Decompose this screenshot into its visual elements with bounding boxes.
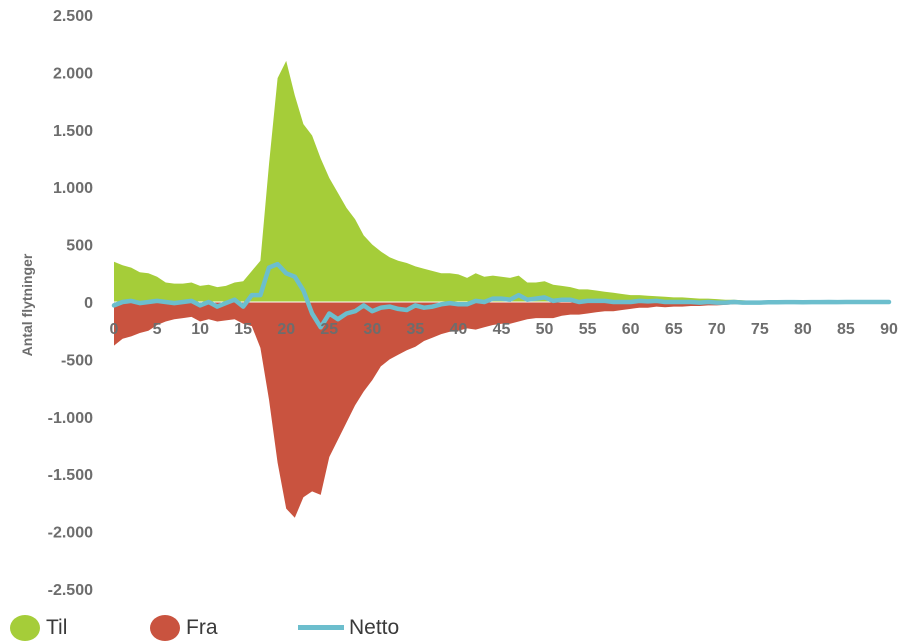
x-tick-label: 90 — [880, 321, 898, 338]
y-tick-label: 500 — [66, 238, 93, 255]
x-tick-label: 30 — [363, 321, 381, 338]
y-tick-label: -2.500 — [48, 582, 93, 599]
y-tick-label: 1.500 — [53, 123, 93, 140]
x-tick-label: 50 — [536, 321, 554, 338]
x-tick-label: 45 — [493, 321, 511, 338]
x-tick-label: 35 — [406, 321, 424, 338]
x-tick-label: 55 — [579, 321, 597, 338]
x-tick-label: 20 — [277, 321, 295, 338]
x-tick-label: 85 — [837, 321, 855, 338]
legend-item-fra: Fra — [150, 614, 218, 641]
x-tick-label: 15 — [234, 321, 252, 338]
chart-legend: Til Fra Netto — [0, 614, 919, 641]
x-tick-label: 70 — [708, 321, 726, 338]
x-tick-label: 0 — [110, 321, 119, 338]
legend-label-netto: Netto — [349, 615, 400, 639]
legend-swatch-til — [10, 614, 40, 641]
y-tick-label: 2.500 — [53, 8, 93, 25]
x-tick-label: 65 — [665, 321, 683, 338]
y-tick-label: -500 — [61, 352, 93, 369]
legend-label-fra: Fra — [186, 615, 218, 639]
legend-item-til: Til — [10, 614, 67, 641]
legend-item-netto: Netto — [298, 614, 399, 641]
x-axis-ticks: 0 5 10 15 20 25 30 35 40 45 50 55 60 65 70 75 80 85 90 — [110, 321, 898, 338]
x-tick-label: 75 — [751, 321, 769, 338]
y-axis-label: Antal flytninger — [19, 253, 35, 356]
line-series-netto — [111, 261, 892, 330]
area-series-fra — [114, 302, 889, 518]
x-tick-label: 40 — [450, 321, 468, 338]
y-tick-label: -2.000 — [48, 525, 93, 542]
legend-label-til: Til — [46, 615, 68, 639]
y-tick-label: 0 — [84, 295, 93, 312]
y-tick-label: 1.000 — [53, 180, 93, 197]
x-tick-label: 25 — [320, 321, 338, 338]
y-tick-label: -1.500 — [48, 467, 93, 484]
x-tick-label: 5 — [153, 321, 162, 338]
y-tick-label: 2.000 — [53, 65, 93, 82]
y-axis-ticks: 2.500 2.000 1.500 1.000 500 0 -500 -1.000 -1.500… — [48, 8, 93, 599]
x-tick-label: 60 — [622, 321, 640, 338]
population-flow-chart: 2.5002.0001.5001.0005000-500-1.000-1.500… — [19, 8, 898, 599]
x-tick-label: 10 — [191, 321, 209, 338]
line-series-group — [111, 261, 892, 330]
y-tick-label: -1.000 — [48, 410, 93, 427]
legend-swatch-netto — [298, 625, 344, 630]
area-series-group — [114, 60, 889, 518]
x-tick-label: 80 — [794, 321, 812, 338]
area-series-til — [114, 60, 889, 303]
legend-swatch-fra — [150, 614, 180, 641]
